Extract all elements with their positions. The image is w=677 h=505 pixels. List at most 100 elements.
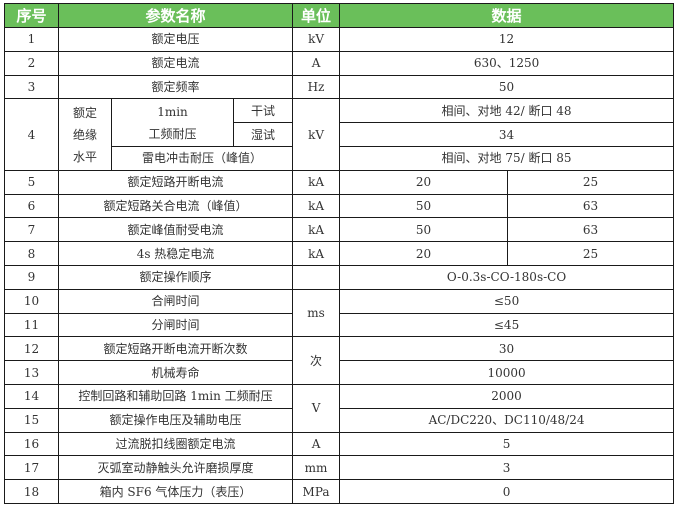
group-line: 水平 [72,149,97,164]
row-no: 6 [4,193,59,219]
row-unit: kA [292,217,341,243]
row-value-b: 63 [507,193,675,219]
row-value: O-0.3s-CO-180s-CO [339,264,675,290]
table-row: 雷电冲击耐压（峰值） 相间、对地 75/ 断口 85 [5,145,675,171]
row-no: 11 [4,312,59,338]
row-no: 17 [4,455,59,481]
row-value: 2000 [339,383,675,409]
row-value: 5 [339,431,675,457]
row-value: 50 [339,74,675,100]
row-name: 额定短路开断电流开断次数 [57,336,294,362]
table-row: 7 额定峰值耐受电流 kA 50 63 [4,217,675,243]
row-unit: MPa [292,479,341,504]
table-row: 10 合闸时间 ms ≤50 [4,288,675,338]
row-unit: Hz [292,74,341,100]
table-row: 18 箱内 SF6 气体压力（表压） MPa 0 [4,479,675,504]
row-value: 30 [339,336,675,362]
row-name: 额定电压 [57,27,294,52]
group-line: 额定 [72,105,97,120]
row-no: 16 [4,431,59,457]
table-row: 1 额定电压 kV 12 [4,27,675,52]
row-unit [292,264,341,290]
table-row: 6 额定短路关合电流（峰值） kA 50 63 [4,193,675,219]
group-line: 绝缘 [72,127,97,142]
table-row: 3 额定频率 Hz 50 [4,74,675,100]
header-no: 序号 [4,3,59,28]
row-name: 额定电流 [57,50,294,76]
table-header: 序号 参数名称 单位 数据 [4,3,675,28]
table-row: 湿试 34 [5,122,675,147]
table-row: 14 控制回路和辅助回路 1min 工频耐压 V 2000 [4,383,675,433]
parameter-table: 序号 参数名称 单位 数据 1 额定电压 kV 12 2 额定电流 A 630、1250 3… [4,3,675,504]
row-no: 18 [4,479,59,504]
row-value: 0 [339,479,675,504]
row-unit: kV [292,98,341,171]
row-no: 1 [4,27,59,52]
row-value-b: 63 [507,217,675,243]
row-name: 额定操作电压及辅助电压 [57,407,294,433]
row-value-a: 20 [339,241,509,266]
row-unit: 次 [292,336,341,385]
row-name: 额定短路关合电流（峰值） [57,193,294,219]
row-unit: V [292,383,341,433]
table-row: 15 额定操作电压及辅助电压 AC/DC220、DC110/48/24 [4,407,675,433]
row-name: 分闸时间 [57,312,294,338]
row-no: 4 [4,98,59,171]
row-value: 3 [339,455,675,481]
row-name: 控制回路和辅助回路 1min 工频耐压 [57,383,294,409]
dry-test-value: 相间、对地 42/ 断口 48 [339,98,675,124]
label-line: 工频耐压 [148,126,197,141]
row-unit: kA [292,193,341,219]
row-value-a: 20 [339,169,509,195]
row-no: 14 [4,383,59,409]
dry-test-label: 干试 [232,98,294,124]
row-no: 7 [4,217,59,243]
row-no: 13 [4,360,59,385]
row-value: ≤45 [339,312,675,338]
table-row: 5 额定短路开断电流 kA 20 25 [4,169,675,195]
row-value-a: 50 [339,217,509,243]
row-name: 灭弧室动静触头允许磨损厚度 [57,455,294,481]
row-name: 箱内 SF6 气体压力（表压） [57,479,294,504]
wet-test-label: 湿试 [232,122,294,147]
lightning-value: 相间、对地 75/ 断口 85 [339,145,675,171]
power-frequency-label: 1min 工频耐压 [111,98,234,147]
row-no: 9 [4,264,59,290]
row-name: 额定频率 [57,74,294,100]
row-value: 10000 [339,360,675,385]
row-no: 10 [4,288,59,314]
header-unit: 单位 [292,3,341,28]
row-value-a: 50 [339,193,509,219]
row-no: 3 [4,74,59,100]
row-name: 过流脱扣线圈额定电流 [57,431,294,457]
row-unit: A [292,431,341,457]
table-row: 17 灭弧室动静触头允许磨损厚度 mm 3 [4,455,675,481]
row-no: 8 [4,241,59,266]
row-no: 5 [4,169,59,195]
row-value: 630、1250 [339,50,675,76]
row-unit: ms [292,288,341,338]
table-row: 2 额定电流 A 630、1250 [4,50,675,76]
table-row: 16 过流脱扣线圈额定电流 A 5 [4,431,675,457]
row-name: 额定峰值耐受电流 [57,217,294,243]
wet-test-value: 34 [339,122,675,147]
row-no: 2 [4,50,59,76]
row-name: 机械寿命 [57,360,294,385]
row-unit: A [292,50,341,76]
row-unit: kA [292,169,341,195]
row-name: 额定操作顺序 [57,264,294,290]
row-value-b: 25 [507,241,675,266]
lightning-label: 雷电冲击耐压（峰值） [110,145,294,171]
header-value: 数据 [339,3,675,28]
header-name: 参数名称 [57,3,294,28]
table-row: 13 机械寿命 10000 [4,360,675,385]
table-row: 11 分闸时间 ≤45 [4,312,675,338]
label-line: 1min [157,104,188,119]
row-no: 12 [4,336,59,362]
table-row: 8 4s 热稳定电流 kA 20 25 [4,241,675,266]
insulation-level-label: 额定 绝缘 水平 [58,98,112,171]
row-value-b: 25 [507,169,675,195]
row-value: 12 [339,27,675,52]
row-name: 额定短路开断电流 [57,169,294,195]
row-value: AC/DC220、DC110/48/24 [339,407,675,433]
